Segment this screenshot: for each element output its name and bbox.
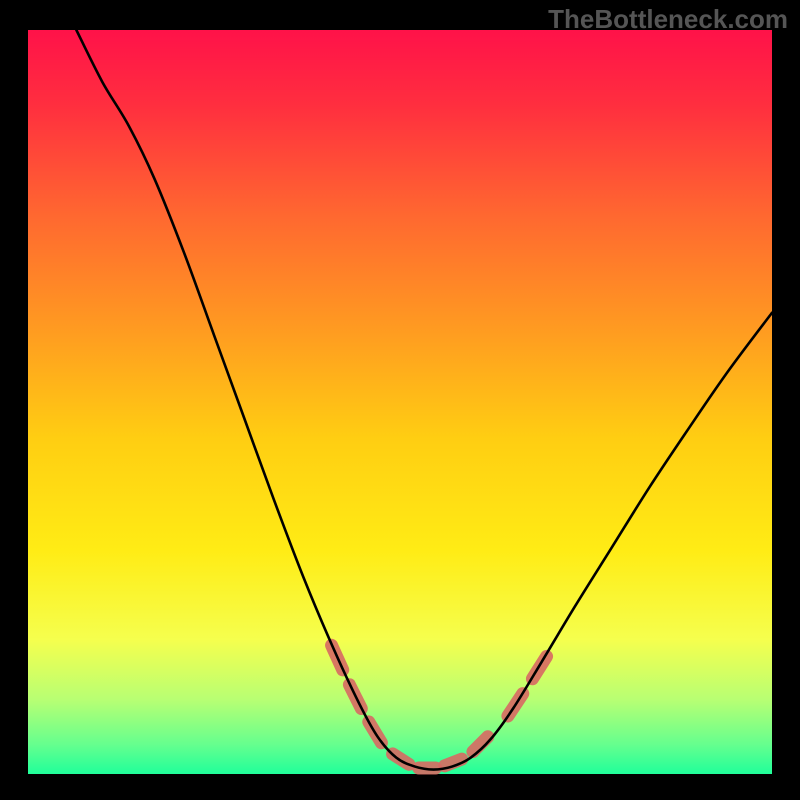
- bottleneck-curve: [76, 30, 772, 770]
- curve-layer: [28, 30, 772, 774]
- plot-area: [28, 30, 772, 774]
- chart-frame: TheBottleneck.com: [0, 0, 800, 800]
- watermark-text: TheBottleneck.com: [548, 4, 788, 35]
